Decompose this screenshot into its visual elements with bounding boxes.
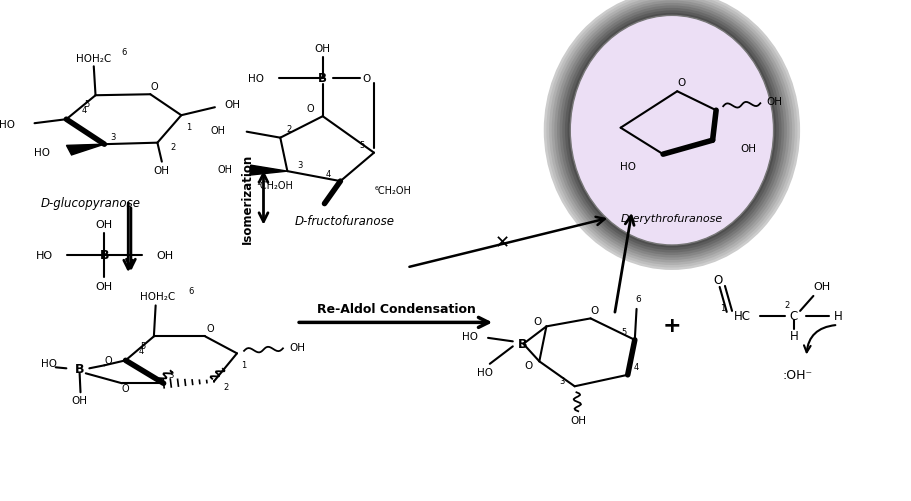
Text: OH: OH — [156, 250, 173, 261]
Text: HC: HC — [733, 310, 751, 323]
Polygon shape — [250, 166, 287, 176]
Text: 1: 1 — [720, 304, 725, 313]
Text: D-glucopyranose: D-glucopyranose — [40, 197, 140, 209]
Text: ✕: ✕ — [494, 234, 509, 252]
Text: B: B — [75, 362, 85, 375]
Text: 5: 5 — [359, 141, 363, 150]
Text: 3: 3 — [110, 132, 116, 141]
Text: O: O — [524, 361, 532, 371]
Text: OH: OH — [224, 100, 241, 110]
Text: HOH₂C: HOH₂C — [76, 54, 111, 64]
Text: HOH₂C: HOH₂C — [139, 292, 175, 302]
Text: OH: OH — [72, 395, 87, 405]
Text: O: O — [122, 384, 129, 393]
Text: OH: OH — [218, 164, 232, 174]
Text: 2: 2 — [286, 125, 292, 134]
Text: 2: 2 — [170, 143, 176, 152]
Ellipse shape — [557, 4, 786, 258]
Text: HO: HO — [476, 367, 492, 377]
Text: 1: 1 — [186, 122, 190, 131]
Text: O: O — [363, 74, 371, 84]
Text: 1: 1 — [241, 360, 246, 369]
Text: OH: OH — [813, 282, 830, 292]
Text: O: O — [207, 324, 214, 334]
Ellipse shape — [546, 0, 796, 268]
Text: 3: 3 — [559, 376, 565, 385]
Ellipse shape — [551, 0, 792, 263]
Text: Isomerization: Isomerization — [241, 153, 254, 243]
Text: 4: 4 — [325, 169, 331, 178]
Text: 6: 6 — [635, 295, 640, 304]
Ellipse shape — [554, 2, 789, 261]
Text: OH: OH — [96, 282, 113, 292]
Text: 2: 2 — [223, 382, 229, 391]
Text: 6: 6 — [188, 287, 193, 296]
Text: 4: 4 — [138, 346, 144, 355]
Ellipse shape — [564, 12, 778, 250]
Text: D-fructofuranose: D-fructofuranose — [294, 214, 394, 227]
Text: 5: 5 — [140, 341, 146, 350]
Ellipse shape — [559, 7, 783, 256]
Text: C: C — [789, 310, 797, 323]
Text: H: H — [789, 330, 797, 343]
Text: HO: HO — [0, 120, 15, 130]
Text: O: O — [589, 306, 598, 316]
Text: HO: HO — [462, 331, 478, 341]
Text: 3: 3 — [297, 160, 302, 169]
Text: B: B — [318, 72, 327, 85]
Ellipse shape — [548, 0, 793, 266]
Text: 5: 5 — [84, 100, 89, 109]
Text: OH: OH — [314, 44, 331, 54]
Text: 2: 2 — [783, 301, 789, 310]
Text: B: B — [99, 249, 109, 262]
Text: OH: OH — [739, 143, 755, 153]
Text: O: O — [712, 274, 722, 287]
Text: HO: HO — [36, 250, 53, 261]
Text: HO: HO — [41, 359, 56, 369]
Text: HO: HO — [34, 148, 49, 158]
Ellipse shape — [543, 0, 799, 271]
Text: :OH⁻: :OH⁻ — [782, 369, 812, 382]
Text: 6: 6 — [121, 48, 127, 57]
Text: D-erythrofuranose: D-erythrofuranose — [620, 213, 722, 223]
Ellipse shape — [569, 17, 773, 245]
Text: ⁶CH₂OH: ⁶CH₂OH — [374, 186, 412, 196]
Polygon shape — [67, 145, 104, 156]
Text: O: O — [151, 82, 159, 92]
Text: B: B — [517, 338, 527, 351]
Text: O: O — [306, 104, 313, 114]
Text: HO: HO — [619, 162, 635, 172]
Text: HO: HO — [247, 74, 263, 84]
Text: H: H — [833, 310, 842, 323]
Ellipse shape — [562, 9, 781, 253]
Text: ¹CH₂OH: ¹CH₂OH — [256, 181, 293, 191]
Text: OH: OH — [154, 165, 169, 175]
Ellipse shape — [567, 14, 775, 248]
Text: Re-Aldol Condensation: Re-Aldol Condensation — [316, 303, 475, 316]
Text: 5: 5 — [621, 328, 626, 337]
Text: +: + — [662, 315, 681, 335]
Text: OH: OH — [569, 415, 586, 425]
Text: O: O — [533, 317, 541, 327]
Text: 3: 3 — [168, 370, 173, 379]
Text: 4: 4 — [633, 363, 639, 372]
Text: O: O — [104, 356, 112, 366]
Text: 4: 4 — [81, 106, 87, 115]
Text: OH: OH — [765, 97, 782, 107]
Text: OH: OH — [210, 125, 225, 135]
Text: O: O — [677, 78, 685, 88]
Text: OH: OH — [96, 219, 113, 229]
Text: OH: OH — [289, 343, 305, 353]
